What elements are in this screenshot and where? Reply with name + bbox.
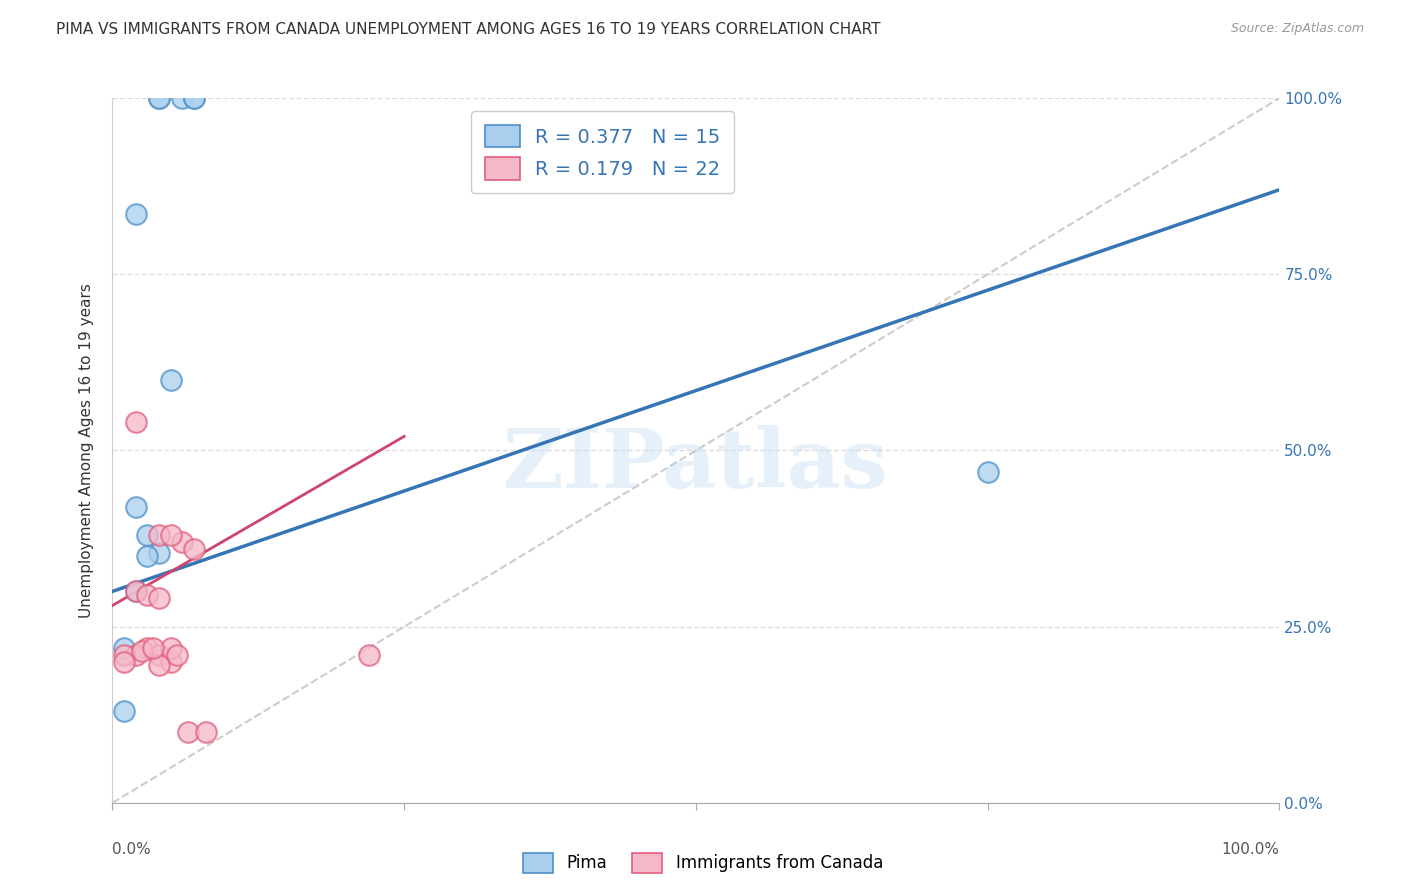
Point bbox=[148, 648, 170, 662]
Point bbox=[125, 648, 148, 662]
Point bbox=[125, 207, 148, 221]
Point bbox=[148, 591, 170, 606]
Point bbox=[172, 535, 194, 549]
Point bbox=[125, 415, 148, 429]
Text: 100.0%: 100.0% bbox=[1222, 841, 1279, 856]
Point bbox=[112, 640, 135, 655]
Point bbox=[160, 528, 183, 542]
Point bbox=[194, 725, 217, 739]
Point bbox=[142, 640, 165, 655]
Text: Source: ZipAtlas.com: Source: ZipAtlas.com bbox=[1230, 22, 1364, 36]
Point bbox=[125, 584, 148, 599]
Point bbox=[125, 500, 148, 514]
Text: 0.0%: 0.0% bbox=[112, 841, 152, 856]
Point bbox=[112, 648, 135, 662]
Point bbox=[148, 91, 170, 105]
Y-axis label: Unemployment Among Ages 16 to 19 years: Unemployment Among Ages 16 to 19 years bbox=[79, 283, 94, 618]
Point bbox=[183, 91, 205, 105]
Point bbox=[136, 528, 159, 542]
Point bbox=[131, 644, 153, 658]
Point bbox=[112, 704, 135, 718]
Point bbox=[160, 655, 183, 669]
Point bbox=[112, 655, 135, 669]
Point bbox=[148, 658, 170, 673]
Point bbox=[172, 91, 194, 105]
Point bbox=[183, 542, 205, 557]
Text: ZIPatlas: ZIPatlas bbox=[503, 425, 889, 505]
Legend: Pima, Immigrants from Canada: Pima, Immigrants from Canada bbox=[516, 847, 890, 880]
Point bbox=[160, 373, 183, 387]
Point bbox=[125, 584, 148, 599]
Point bbox=[160, 640, 183, 655]
Text: PIMA VS IMMIGRANTS FROM CANADA UNEMPLOYMENT AMONG AGES 16 TO 19 YEARS CORRELATIO: PIMA VS IMMIGRANTS FROM CANADA UNEMPLOYM… bbox=[56, 22, 880, 37]
Point bbox=[183, 91, 205, 105]
Point bbox=[136, 640, 159, 655]
Point bbox=[136, 588, 159, 602]
Point bbox=[136, 549, 159, 564]
Legend: R = 0.377   N = 15, R = 0.179   N = 22: R = 0.377 N = 15, R = 0.179 N = 22 bbox=[471, 112, 734, 194]
Point bbox=[976, 465, 998, 479]
Point bbox=[177, 725, 200, 739]
Point bbox=[359, 648, 381, 662]
Point bbox=[148, 528, 170, 542]
Point bbox=[166, 648, 188, 662]
Point bbox=[148, 546, 170, 560]
Point bbox=[148, 91, 170, 105]
